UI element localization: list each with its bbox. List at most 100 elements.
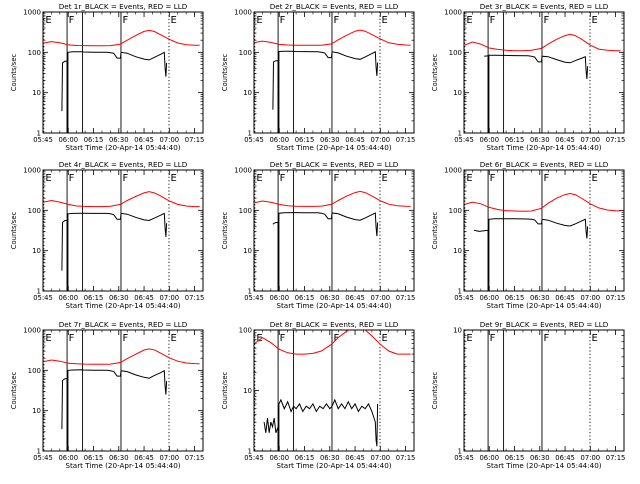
mode-marker-label: E [256,333,262,344]
mode-marker-label: F [490,333,496,344]
y-tick-label: 1 [248,448,252,456]
x-tick-label: 05:45 [244,136,264,144]
mode-marker-label: E [45,173,51,184]
plot-frame [42,329,204,452]
y-tick-label: 100 [28,207,41,215]
x-tick-label: 06:00 [58,136,78,144]
x-tick-label: 06:30 [109,136,129,144]
x-tick-label: 06:45 [345,454,365,462]
y-tick-label: 10 [453,327,462,335]
x-tick-label: 06:15 [295,136,315,144]
x-tick-label: 06:15 [295,294,315,302]
x-tick-label: 07:00 [581,454,601,462]
y-axis-label: Counts/sec [431,54,439,92]
x-tick-label: 06:45 [555,136,575,144]
mode-marker-label: F [333,15,339,26]
lld-series-line [254,29,411,46]
mode-marker-label: F [280,173,286,184]
y-tick-label: 1000 [23,167,41,175]
x-tick-label: 06:30 [320,454,340,462]
mode-marker-label: E [591,333,597,344]
y-axis-label: Counts/sec [10,372,18,410]
y-tick-label: 10 [243,89,252,97]
y-tick-label: 1 [458,288,462,296]
x-tick-label: 07:15 [396,136,416,144]
x-tick-label: 06:15 [84,294,104,302]
chart-title: Det 6r_BLACK = Events, RED = LLD [480,160,609,169]
mode-marker-label: F [543,333,549,344]
x-tick-label: 06:30 [109,454,129,462]
y-axis-label: Counts/sec [221,212,229,250]
x-tick-label: 06:00 [269,294,289,302]
x-axis-label: Start Time (20-Apr-14 05:44:40) [276,301,391,310]
x-tick-label: 07:15 [185,136,205,144]
mode-marker-label: F [69,173,75,184]
x-tick-label: 05:45 [244,294,264,302]
chart-panel-6: Det 6r_BLACK = Events, RED = LLD 1 10 100 10… [431,160,625,310]
mode-marker-label: E [45,15,51,26]
x-tick-label: 05:45 [33,454,53,462]
y-tick-label: 100 [239,207,252,215]
lld-series-line [43,29,200,47]
mode-marker-label: E [256,173,262,184]
plot-frame [253,169,415,292]
mode-marker-label: F [490,15,496,26]
chart-title: Det 3r_BLACK = Events, RED = LLD [480,2,609,11]
y-tick-label: 100 [28,367,41,375]
mode-marker-label: E [170,173,176,184]
x-tick-label: 06:45 [134,136,154,144]
mode-marker-label: F [333,173,339,184]
chart-title: Det 2r_BLACK = Events, RED = LLD [270,2,399,11]
x-axis-label: Start Time (20-Apr-14 05:44:40) [65,143,180,152]
mode-marker-label: F [490,173,496,184]
x-tick-label: 06:45 [134,454,154,462]
plot-frame [463,329,625,452]
x-tick-label: 05:45 [33,294,53,302]
chart-panel-4: Det 4r_BLACK = Events, RED = LLD 1 10 100 10… [10,160,204,310]
y-tick-label: 100 [239,327,252,335]
y-tick-label: 1 [458,130,462,138]
lld-series-line [43,191,200,208]
mode-marker-label: E [256,15,262,26]
events-series-line [473,218,589,291]
x-tick-label: 07:00 [371,294,391,302]
y-axis-label: Counts/sec [10,54,18,92]
mode-marker-label: E [591,15,597,26]
x-tick-label: 06:00 [479,136,499,144]
mode-marker-label: F [122,15,128,26]
y-tick-label: 10 [243,247,252,255]
chart-panel-7: Det 7r_BLACK = Events, RED = LLD 1 10 100 10… [10,320,204,470]
y-tick-label: 1 [37,448,41,456]
mode-marker-label: E [381,173,387,184]
chart-title: Det 4r_BLACK = Events, RED = LLD [59,160,188,169]
x-tick-label: 07:15 [185,294,205,302]
chart-title: Det 7r_BLACK = Events, RED = LLD [59,320,188,329]
x-axis-label: Start Time (20-Apr-14 05:44:40) [65,461,180,470]
x-axis-label: Start Time (20-Apr-14 05:44:40) [486,461,601,470]
mode-marker-label: F [280,333,286,344]
events-series-line [61,51,168,133]
x-tick-label: 07:15 [396,454,416,462]
x-axis-label: Start Time (20-Apr-14 05:44:40) [65,301,180,310]
events-series-line [61,212,168,291]
y-axis-label: Counts/sec [221,372,229,410]
x-tick-label: 06:15 [505,294,525,302]
events-series-line [61,369,168,451]
mode-marker-label: F [543,15,549,26]
x-tick-label: 06:00 [269,136,289,144]
x-tick-label: 05:45 [244,454,264,462]
mode-marker-label: F [122,333,128,344]
y-tick-label: 10 [32,247,41,255]
x-tick-label: 06:15 [505,454,525,462]
chart-panel-5: Det 5r_BLACK = Events, RED = LLD 1 10 100 10… [221,160,415,310]
x-tick-label: 06:15 [295,454,315,462]
x-tick-label: 07:00 [371,136,391,144]
x-tick-label: 06:30 [530,294,550,302]
x-axis-label: Start Time (20-Apr-14 05:44:40) [276,461,391,470]
mode-marker-label: F [543,173,549,184]
y-axis-label: Counts/sec [431,372,439,410]
plot-frame [463,11,625,134]
events-series-line [272,212,379,291]
x-tick-label: 07:00 [160,454,180,462]
